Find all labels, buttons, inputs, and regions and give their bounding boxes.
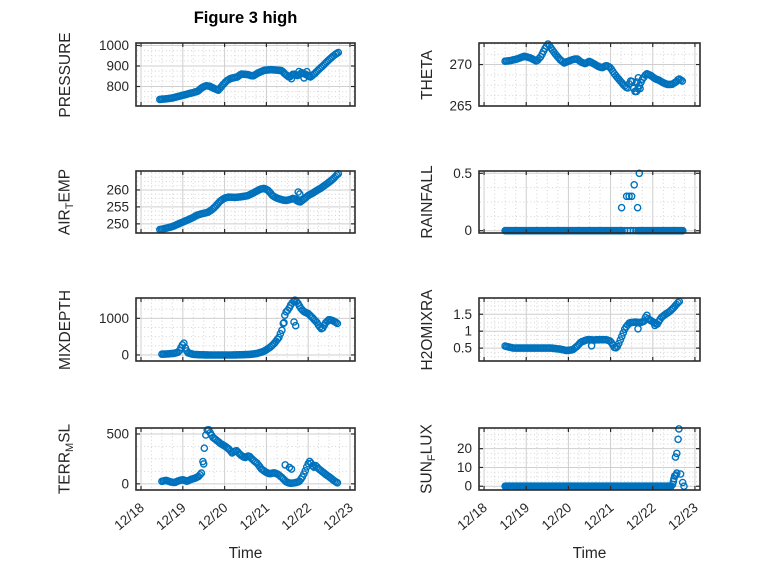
y-tick-label: 255 xyxy=(106,199,129,214)
x-tick-label: 12/18 xyxy=(454,500,490,533)
subplot-airtemp: 250 255 260 xyxy=(106,169,356,234)
x-tick-label: 12/23 xyxy=(665,500,701,533)
tick-marks xyxy=(479,43,700,107)
y-axis-label-theta: THETA xyxy=(419,49,436,100)
minor-grid xyxy=(480,429,699,489)
x-tick-label: 12/21 xyxy=(581,500,617,533)
data-markers xyxy=(155,169,343,234)
y-tick-labels: 250 255 260 xyxy=(106,182,129,231)
y-tick-labels: 0 1000 xyxy=(99,311,129,363)
y-axis-label-pressure: PRESSURE xyxy=(57,31,74,118)
subplot-mixdepth: 0 1000 xyxy=(99,296,356,363)
data-markers xyxy=(501,297,684,355)
y-tick-label: 500 xyxy=(106,426,129,441)
x-tick-label: 12/19 xyxy=(497,500,533,533)
y-tick-label: 10 xyxy=(457,460,472,475)
tick-marks xyxy=(479,298,700,361)
y-tick-label: 1.5 xyxy=(453,307,472,322)
axes-box xyxy=(135,297,356,362)
minor-grid xyxy=(137,299,354,360)
data-markers xyxy=(501,169,687,235)
y-tick-label: 1 xyxy=(464,324,472,339)
axes-box xyxy=(478,297,701,362)
minor-grid xyxy=(480,172,699,232)
y-tick-label: 250 xyxy=(106,216,129,231)
axes-box xyxy=(478,427,701,491)
y-tick-labels: 00.5 xyxy=(453,166,472,238)
axes-box xyxy=(478,170,701,234)
axes-box xyxy=(135,170,356,234)
y-tick-label: 265 xyxy=(449,99,472,114)
y-axis-label-rainfall: RAINFALL xyxy=(419,165,436,239)
subplot-sunflux: 0 10 20 12/18 12/19 12/20 12/21 12/22 12/23 xyxy=(454,425,701,533)
minor-grid xyxy=(480,43,699,105)
y-tick-labels: 265 270 xyxy=(449,57,472,113)
x-tick-label: 12/18 xyxy=(111,500,147,533)
data-markers xyxy=(155,48,343,104)
y-axis-label-mixdepth: MIXDEPTH xyxy=(57,289,74,370)
tick-marks xyxy=(136,43,355,106)
y-tick-label: 900 xyxy=(106,58,129,73)
x-tick-label: 12/19 xyxy=(153,500,189,533)
axes-box xyxy=(135,42,356,107)
axes-box xyxy=(478,42,701,107)
tick-marks xyxy=(479,428,700,490)
x-tick-labels: 12/18 12/19 12/20 12/21 12/22 12/23 xyxy=(111,500,356,533)
x-tick-labels: 12/18 12/19 12/20 12/21 12/22 12/23 xyxy=(454,500,700,533)
subplot-terrmsl: 0 500 12/18 12/19 12/20 12/21 12/22 12/23 xyxy=(106,425,356,533)
tick-marks xyxy=(136,171,355,233)
x-tick-label: 12/22 xyxy=(279,500,315,533)
x-axis-label-right: Time xyxy=(572,545,607,562)
data-markers xyxy=(501,40,687,96)
x-tick-label: 12/21 xyxy=(237,500,273,533)
y-tick-label: 260 xyxy=(106,182,129,197)
y-tick-label: 0 xyxy=(464,479,472,494)
y-tick-labels: 0 10 20 xyxy=(457,441,472,494)
tick-marks xyxy=(136,298,355,361)
y-tick-label: 270 xyxy=(449,57,472,72)
data-markers xyxy=(158,296,342,359)
y-tick-label: 800 xyxy=(106,79,129,94)
y-tick-labels: 0 500 xyxy=(106,426,129,491)
y-axis-label-sunflux: SUNFLUX xyxy=(418,424,438,494)
x-tick-label: 12/22 xyxy=(623,500,659,533)
x-axis-label-left: Time xyxy=(228,545,263,562)
subplot-theta: 265 270 xyxy=(449,40,701,114)
y-tick-label: 1000 xyxy=(99,38,129,53)
tick-marks xyxy=(136,428,355,490)
y-tick-label: 0.5 xyxy=(453,341,472,356)
y-tick-label: 0.5 xyxy=(453,166,472,181)
subplot-rainfall: 00.5 xyxy=(453,166,701,238)
data-markers xyxy=(501,425,688,491)
y-tick-label: 1000 xyxy=(99,311,129,326)
subplot-pressure: 800 900 1000 xyxy=(99,38,356,107)
y-tick-label: 0 xyxy=(464,223,472,238)
y-axis-label-terrmsl: TERRMSL xyxy=(56,423,76,495)
x-tick-label: 12/20 xyxy=(195,500,231,533)
major-grid xyxy=(137,299,354,360)
y-tick-labels: 800 900 1000 xyxy=(99,38,129,94)
minor-grid xyxy=(137,44,354,105)
y-tick-label: 0 xyxy=(121,476,129,491)
y-axis-label-h2omixra: H2OMIXRA xyxy=(419,289,436,370)
y-tick-label: 20 xyxy=(457,441,472,456)
y-tick-labels: 0.5 1 1.5 xyxy=(453,307,472,356)
y-axis-label-airtemp: AIRTEMP xyxy=(56,168,76,236)
tick-marks xyxy=(479,171,700,233)
figure-title: Figure 3 high xyxy=(193,9,298,27)
minor-grid xyxy=(137,172,354,233)
axes-box xyxy=(135,427,356,491)
x-tick-label: 12/23 xyxy=(320,500,356,533)
x-tick-label: 12/20 xyxy=(539,500,575,533)
y-tick-label: 0 xyxy=(121,347,129,362)
subplot-h2omixra: 0.5 1 1.5 xyxy=(453,297,701,362)
data-markers xyxy=(158,425,342,488)
